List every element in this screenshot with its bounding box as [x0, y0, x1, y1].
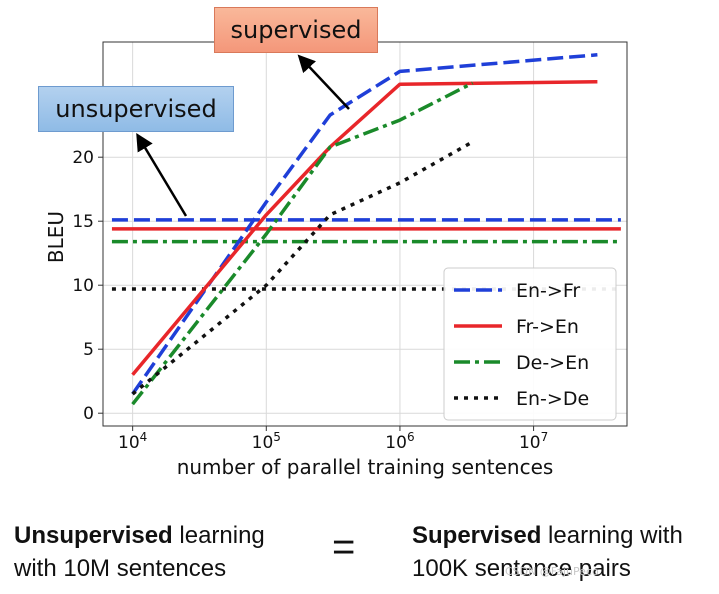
- y-tick-label: 15: [72, 212, 94, 232]
- x-axis-label: number of parallel training sentences: [177, 455, 554, 479]
- unsupervised-baselines: [111, 218, 621, 291]
- series-lines: [131, 53, 598, 406]
- supervised-callout: supervised: [214, 7, 378, 53]
- supervised-callout-label: supervised: [230, 16, 362, 44]
- legend-label: En->De: [516, 388, 589, 410]
- x-tick-label: 107: [519, 430, 548, 453]
- y-axis-label: BLEU: [44, 211, 68, 263]
- caption-unsupervised: Unsupervised learning with 10M sentences: [14, 519, 265, 585]
- x-tick-label: 105: [252, 430, 281, 453]
- caption-right-rest: learning with: [541, 522, 683, 549]
- series-line-de-to-en: [131, 81, 474, 406]
- caption-right-line2: 100K sentence pairs: [412, 555, 631, 582]
- caption-supervised: Supervised learning with 100K sentence p…: [412, 519, 683, 585]
- y-tick-label: 0: [83, 404, 94, 424]
- y-ticks: 0 5 10 15 20: [72, 148, 103, 424]
- unsupervised-callout-label: unsupervised: [55, 95, 217, 123]
- series-line-en-to-de: [131, 140, 474, 396]
- y-tick-label: 10: [72, 276, 94, 296]
- legend-label: Fr->En: [516, 316, 579, 338]
- x-ticks: 104 105 106 107: [118, 426, 548, 453]
- bleu-chart: 104 105 106 107 0 5 10 15 20 number of parallel…: [44, 41, 628, 479]
- legend: En->Fr Fr->En De->En En->De: [443, 267, 617, 421]
- supervised-arrow: [297, 54, 350, 110]
- unsupervised-callout: unsupervised: [38, 86, 234, 132]
- unsupervised-arrow: [136, 132, 188, 217]
- caption-left-line2: with 10M sentences: [14, 555, 227, 582]
- watermark: CSDN @FajuPeco: [505, 565, 599, 578]
- legend-label: En->Fr: [516, 280, 580, 302]
- caption-right-bold: Supervised: [412, 522, 542, 549]
- caption-left-rest: learning: [172, 522, 265, 549]
- caption-left-bold: Unsupervised: [14, 522, 173, 549]
- y-tick-label: 5: [83, 340, 94, 360]
- y-tick-label: 20: [72, 148, 94, 168]
- x-tick-label: 104: [118, 430, 147, 453]
- legend-label: De->En: [516, 352, 589, 374]
- equals-sign: =: [332, 525, 356, 569]
- legend-box: [443, 267, 617, 421]
- x-tick-label: 106: [385, 430, 414, 453]
